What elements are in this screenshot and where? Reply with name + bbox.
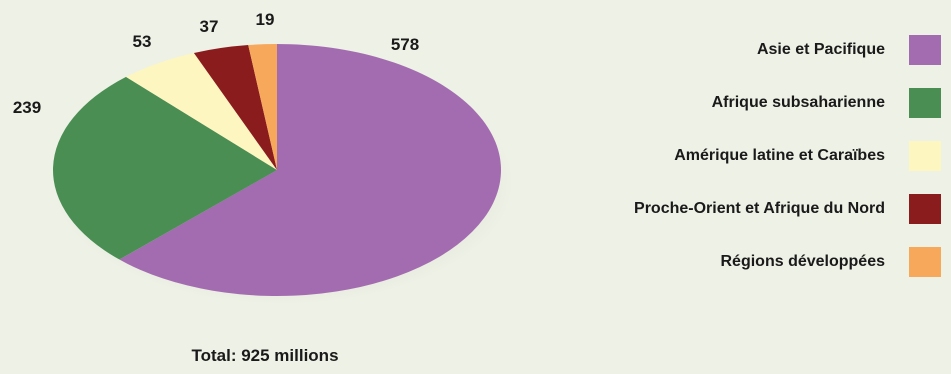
slice-value-label-2: 239 [12, 98, 42, 117]
slice-value-label-5: 19 [255, 10, 275, 29]
legend-item-5: Régions développées [501, 247, 951, 277]
legend-label: Régions développées [720, 253, 886, 270]
legend-label: Amérique latine et Caraïbes [674, 147, 885, 164]
legend-item-4: Proche-Orient et Afrique du Nord [501, 194, 951, 224]
legend-label: Proche-Orient et Afrique du Nord [634, 200, 885, 217]
legend-swatch [909, 194, 941, 224]
slice-value-label-4: 37 [199, 17, 219, 36]
pie-slice-4 [193, 45, 277, 171]
legend-swatch [909, 247, 941, 277]
pie-slice-1 [119, 44, 501, 296]
total-label: Total: 925 millions [191, 346, 339, 365]
legend-item-1: Asie et Pacifique [501, 35, 951, 65]
pie-slice-2 [52, 76, 277, 260]
slice-value-label-3: 53 [132, 32, 152, 51]
legend-label: Asie et Pacifique [756, 41, 885, 58]
legend-swatch [909, 141, 941, 171]
legend-swatch [909, 35, 941, 65]
legend-item-3: Amérique latine et Caraïbes [501, 141, 951, 171]
slice-value-label-1: 578 [390, 35, 420, 54]
pie-slice-3 [126, 52, 277, 170]
legend-item-2: Afrique subsaharienne [501, 88, 951, 118]
legend-swatch [909, 88, 941, 118]
pie-slice-5 [248, 44, 277, 170]
legend-label: Afrique subsaharienne [711, 94, 885, 111]
